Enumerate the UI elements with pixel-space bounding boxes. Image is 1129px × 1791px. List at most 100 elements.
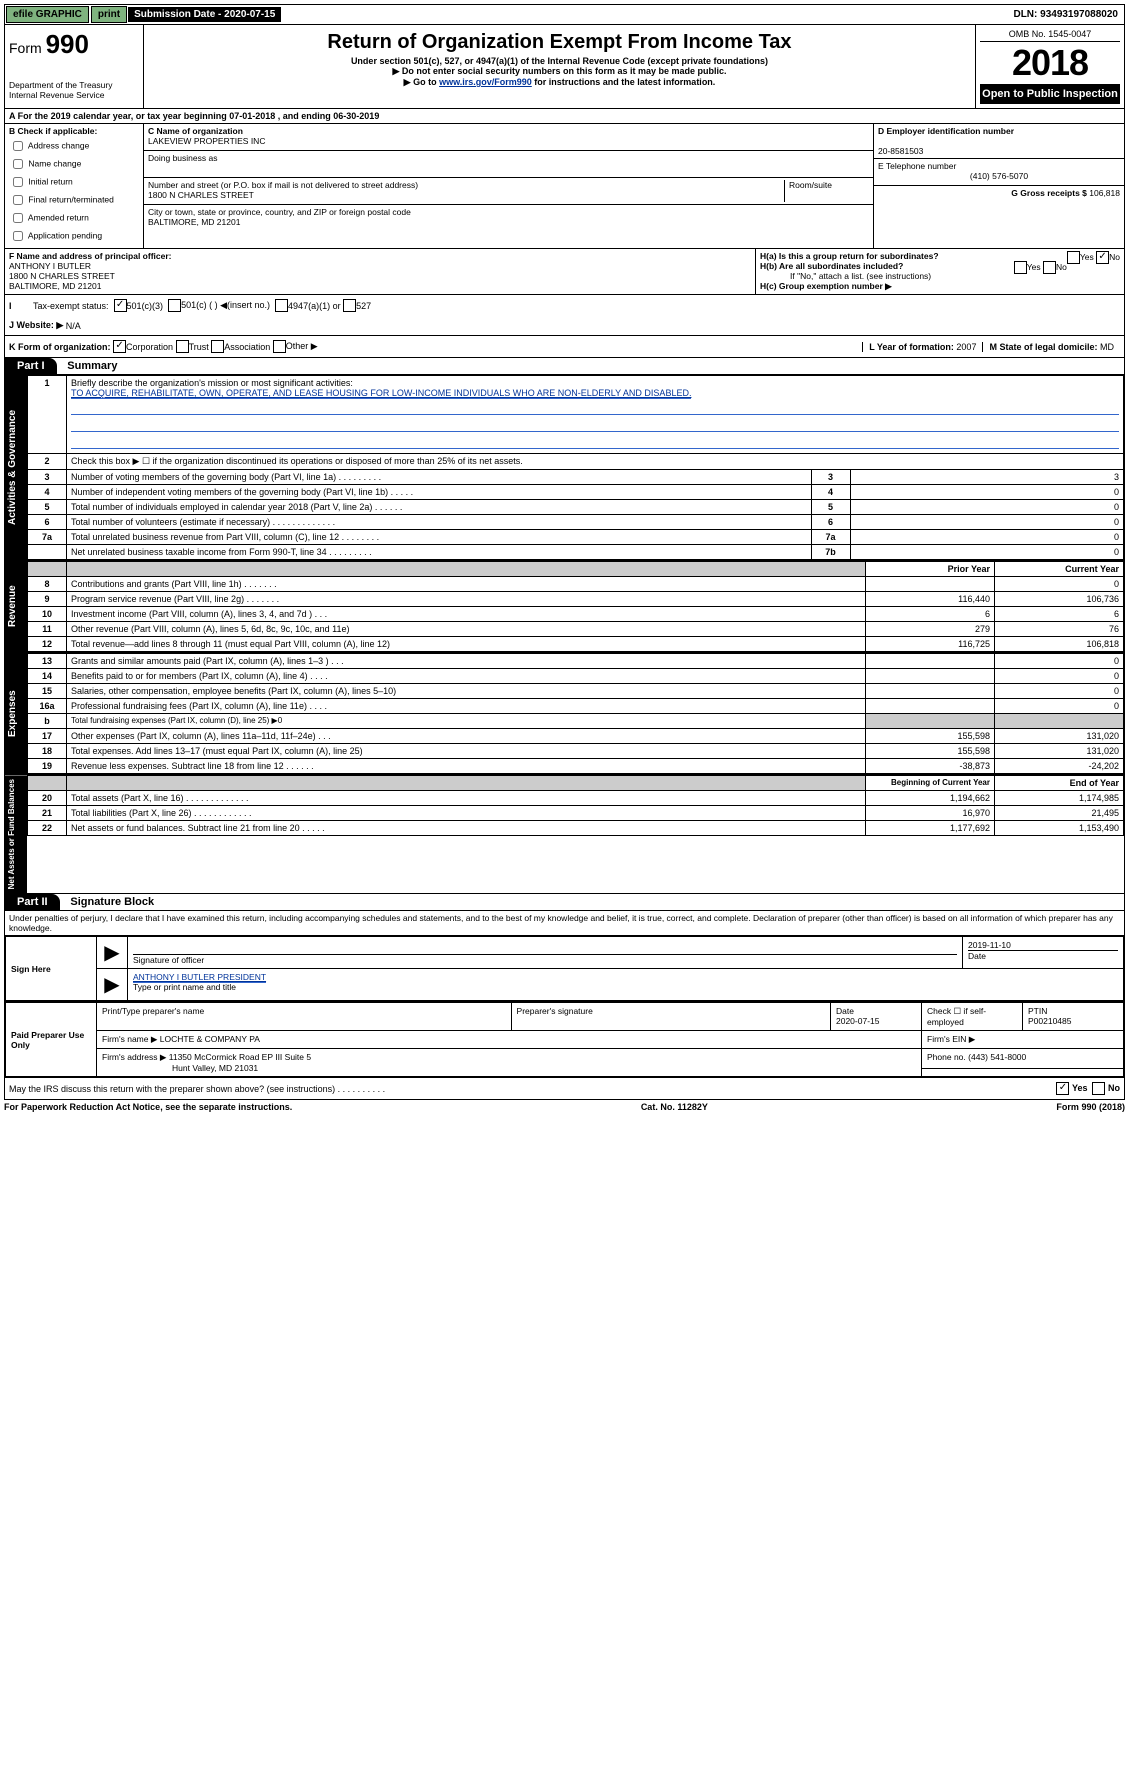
hb-yes[interactable] — [1014, 261, 1027, 274]
hb-no[interactable] — [1043, 261, 1056, 274]
city-value: BALTIMORE, MD 21201 — [148, 217, 240, 227]
k-corp[interactable]: ✓ — [113, 340, 126, 353]
officer-name: ANTHONY I BUTLER — [9, 261, 91, 271]
sub3: ▶ Go to www.irs.gov/Form990 for instruct… — [148, 77, 971, 88]
l5-val: 0 — [850, 500, 1124, 515]
ein-value: 20-8581503 — [878, 146, 923, 156]
irs-link[interactable]: www.irs.gov/Form990 — [439, 77, 532, 87]
address-change-check[interactable] — [13, 141, 23, 151]
col-de: D Employer identification number 20-8581… — [873, 124, 1124, 248]
row-i: I Tax-exempt status: ✓ 501(c)(3) 501(c) … — [4, 295, 1125, 316]
form-word: Form — [9, 40, 42, 56]
ptin-value: P00210485 — [1028, 1016, 1072, 1026]
table-row: 8Contributions and grants (Part VIII, li… — [28, 577, 1124, 592]
firm-ein-label: Firm's EIN ▶ — [922, 1031, 1124, 1049]
org-name: LAKEVIEW PROPERTIES INC — [148, 136, 265, 146]
discuss-yes[interactable]: ✓ — [1056, 1082, 1069, 1095]
k-assoc[interactable] — [211, 340, 224, 353]
discuss-no[interactable] — [1092, 1082, 1105, 1095]
tax-year: 2018 — [980, 42, 1120, 84]
netassets-tab: Net Assets or Fund Balances — [5, 775, 27, 893]
name-change-check[interactable] — [13, 159, 23, 169]
row-j: J Website: ▶ N/A — [4, 316, 1125, 336]
officer-addr2: BALTIMORE, MD 21201 — [9, 281, 101, 291]
print-button[interactable]: print — [91, 6, 127, 23]
table-row: 11Other revenue (Part VIII, column (A), … — [28, 622, 1124, 637]
ha-no[interactable]: ✓ — [1096, 251, 1109, 264]
dba-label: Doing business as — [148, 153, 217, 163]
phone-label: E Telephone number — [878, 161, 956, 171]
f-label: F Name and address of principal officer: — [9, 251, 171, 261]
part2-title: Signature Block — [70, 896, 154, 908]
dln-label: DLN: 93493197088020 — [1007, 7, 1124, 22]
paid-preparer-block: Paid Preparer Use Only Print/Type prepar… — [4, 1002, 1125, 1078]
paid-preparer-label: Paid Preparer Use Only — [6, 1003, 97, 1077]
section-a: A For the 2019 calendar year, or tax yea… — [4, 109, 1125, 124]
hb-label: H(b) Are all subordinates included? — [760, 261, 903, 271]
self-employed-check: Check ☐ if self-employed — [922, 1003, 1023, 1031]
efile-button[interactable]: efile GRAPHIC — [6, 6, 89, 23]
perjury-text: Under penalties of perjury, I declare th… — [4, 911, 1125, 936]
form-title: Return of Organization Exempt From Incom… — [148, 31, 971, 54]
sub1: Under section 501(c), 527, or 4947(a)(1)… — [148, 56, 971, 66]
table-row: 14Benefits paid to or for members (Part … — [28, 669, 1124, 684]
firm-phone: (443) 541-8000 — [968, 1052, 1026, 1062]
gross-label: G Gross receipts $ — [1011, 188, 1087, 198]
amended-check[interactable] — [13, 213, 23, 223]
527-check[interactable] — [343, 299, 356, 312]
col-b-label: B Check if applicable: — [9, 126, 97, 136]
footer-left: For Paperwork Reduction Act Notice, see … — [4, 1102, 292, 1112]
l4-val: 0 — [850, 485, 1124, 500]
current-year-hdr: Current Year — [995, 562, 1124, 577]
tax-exempt-label: Tax-exempt status: — [33, 301, 109, 311]
table-row: bTotal fundraising expenses (Part IX, co… — [28, 714, 1124, 729]
table-row: 22Net assets or fund balances. Subtract … — [28, 821, 1124, 836]
footer-right: Form 990 (2018) — [1056, 1102, 1125, 1112]
state-domicile: MD — [1100, 342, 1114, 352]
firm-address: 11350 McCormick Road EP III Suite 5 — [169, 1052, 311, 1062]
top-bar: efile GRAPHIC print Submission Date - 20… — [4, 4, 1125, 25]
expenses-table: 13Grants and similar amounts paid (Part … — [27, 653, 1124, 774]
discuss-row: May the IRS discuss this return with the… — [4, 1078, 1125, 1100]
initial-return-check[interactable] — [13, 177, 23, 187]
city-label: City or town, state or province, country… — [148, 207, 411, 217]
netassets-table: Beginning of Current Year End of Year 20… — [27, 775, 1124, 836]
hc-label: H(c) Group exemption number ▶ — [760, 281, 892, 291]
row-klm: K Form of organization: ✓ Corporation Tr… — [4, 336, 1125, 358]
table-row: 20Total assets (Part X, line 16) . . . .… — [28, 791, 1124, 806]
l1-text: Briefly describe the organization's miss… — [71, 378, 353, 388]
final-return-check[interactable] — [13, 195, 23, 205]
submission-date: Submission Date - 2020-07-15 — [128, 7, 281, 22]
part2-tab: Part II — [5, 894, 60, 910]
k-trust[interactable] — [176, 340, 189, 353]
form-header: Form 990 Department of the Treasury Inte… — [4, 25, 1125, 109]
sub2: ▶ Do not enter social security numbers o… — [148, 66, 971, 77]
prep-name-label: Print/Type preparer's name — [97, 1003, 512, 1031]
501c3-check[interactable]: ✓ — [114, 299, 127, 312]
part1-header: Part I Summary — [4, 358, 1125, 375]
website-label: J Website: ▶ — [9, 320, 63, 331]
form-number: 990 — [46, 29, 89, 59]
501c-check[interactable] — [168, 299, 181, 312]
prior-year-hdr: Prior Year — [866, 562, 995, 577]
table-row: 10Investment income (Part VIII, column (… — [28, 607, 1124, 622]
ha-yes[interactable] — [1067, 251, 1080, 264]
sign-here-label: Sign Here — [6, 937, 97, 1001]
l3-val: 3 — [850, 470, 1124, 485]
table-row: 9Program service revenue (Part VIII, lin… — [28, 592, 1124, 607]
l7a-val: 0 — [850, 530, 1124, 545]
footer-mid: Cat. No. 11282Y — [641, 1102, 708, 1112]
sign-date: 2019-11-10 — [968, 940, 1011, 950]
discuss-text: May the IRS discuss this return with the… — [9, 1084, 385, 1094]
room-label: Room/suite — [789, 180, 832, 190]
firm-city: Hunt Valley, MD 21031 — [102, 1063, 258, 1073]
ein-label: D Employer identification number — [878, 126, 1014, 136]
application-pending-check[interactable] — [13, 231, 23, 241]
phone-value: (410) 576-5070 — [970, 171, 1028, 181]
k-other[interactable] — [273, 340, 286, 353]
expenses-section: Expenses 13Grants and similar amounts pa… — [4, 653, 1125, 775]
part2-header: Part II Signature Block — [4, 894, 1125, 911]
table-row: 21Total liabilities (Part X, line 26) . … — [28, 806, 1124, 821]
4947-check[interactable] — [275, 299, 288, 312]
col-c: C Name of organization LAKEVIEW PROPERTI… — [144, 124, 873, 248]
